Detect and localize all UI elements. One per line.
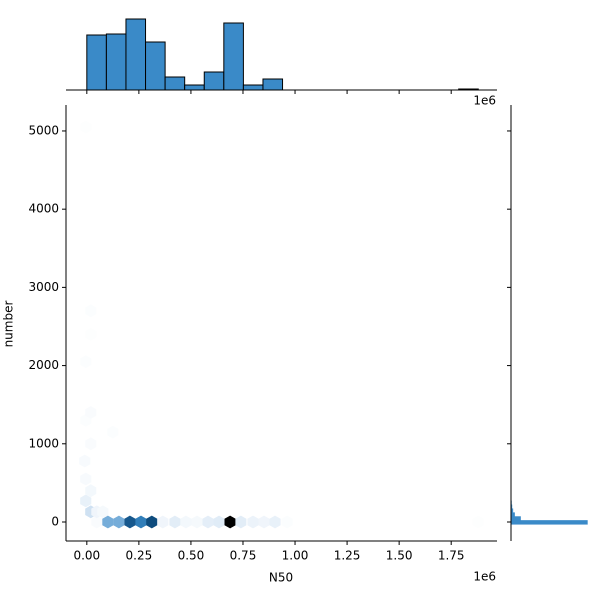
y-tick-label: 3000 xyxy=(28,280,59,294)
histogram-bar xyxy=(263,79,283,90)
histogram-bar xyxy=(243,85,263,90)
x-axis-label: N50 xyxy=(269,571,293,585)
x-tick-label: 1.50 xyxy=(386,549,413,563)
y-tick-label: 4000 xyxy=(28,202,59,216)
hexbin-cell xyxy=(214,516,225,529)
histogram-bar xyxy=(165,77,185,90)
hexbin-cell xyxy=(235,516,246,529)
hexbin-cell xyxy=(85,437,96,450)
y-tick-label: 0 xyxy=(51,514,59,528)
histogram-bar xyxy=(146,42,166,90)
x-tick-label: 0.75 xyxy=(230,549,257,563)
hexbin-cell xyxy=(191,516,202,529)
x-offset-label: 1e6 xyxy=(473,570,496,584)
hexbin-cell xyxy=(135,516,146,529)
hexbin-cell xyxy=(270,516,281,529)
hexbin-cell xyxy=(225,516,236,529)
hexbin-cell xyxy=(169,516,180,529)
histogram-bar xyxy=(511,520,587,524)
hexbin-cell xyxy=(259,516,270,529)
histogram-bar xyxy=(185,85,205,90)
histogram-bar xyxy=(511,517,521,521)
histogram-bar xyxy=(511,513,515,517)
histogram-bar xyxy=(204,72,224,90)
x-tick-label: 0.25 xyxy=(126,549,153,563)
hexbin-cell xyxy=(80,121,91,134)
hexbin-cell xyxy=(146,516,157,529)
hexbin-cell xyxy=(180,516,191,529)
hexbin-cell xyxy=(113,516,124,529)
hexbin-cell xyxy=(85,328,96,341)
hexbin-cell xyxy=(157,516,168,529)
x-offset-label-top: 1e6 xyxy=(473,94,496,108)
x-tick-label: 1.25 xyxy=(334,549,361,563)
hexbin-cell xyxy=(282,516,293,529)
hexbin-cell xyxy=(107,426,118,439)
hexbin-cell xyxy=(124,516,135,529)
hexbin-cell xyxy=(203,516,214,529)
hexbin-cell xyxy=(85,304,96,317)
y-tick-label: 5000 xyxy=(28,123,59,137)
hexbin-cell xyxy=(247,516,258,529)
histogram-bar xyxy=(87,35,107,90)
x-tick-label: 0.50 xyxy=(178,549,205,563)
y-axis-label: number xyxy=(2,301,16,348)
hexbin-cell xyxy=(80,355,91,368)
histogram-bar xyxy=(106,34,126,90)
y-tick-label: 2000 xyxy=(28,358,59,372)
histogram-bar xyxy=(224,23,244,90)
x-tick-label: 1.75 xyxy=(438,549,465,563)
y-tick-label: 1000 xyxy=(28,436,59,450)
x-tick-label: 1.00 xyxy=(282,549,309,563)
hexbin-cell xyxy=(80,473,91,486)
hexbin-cell xyxy=(79,455,90,468)
histogram-bar xyxy=(126,19,146,90)
x-tick-label: 0.00 xyxy=(73,549,100,563)
hexbin-cell xyxy=(473,516,484,529)
